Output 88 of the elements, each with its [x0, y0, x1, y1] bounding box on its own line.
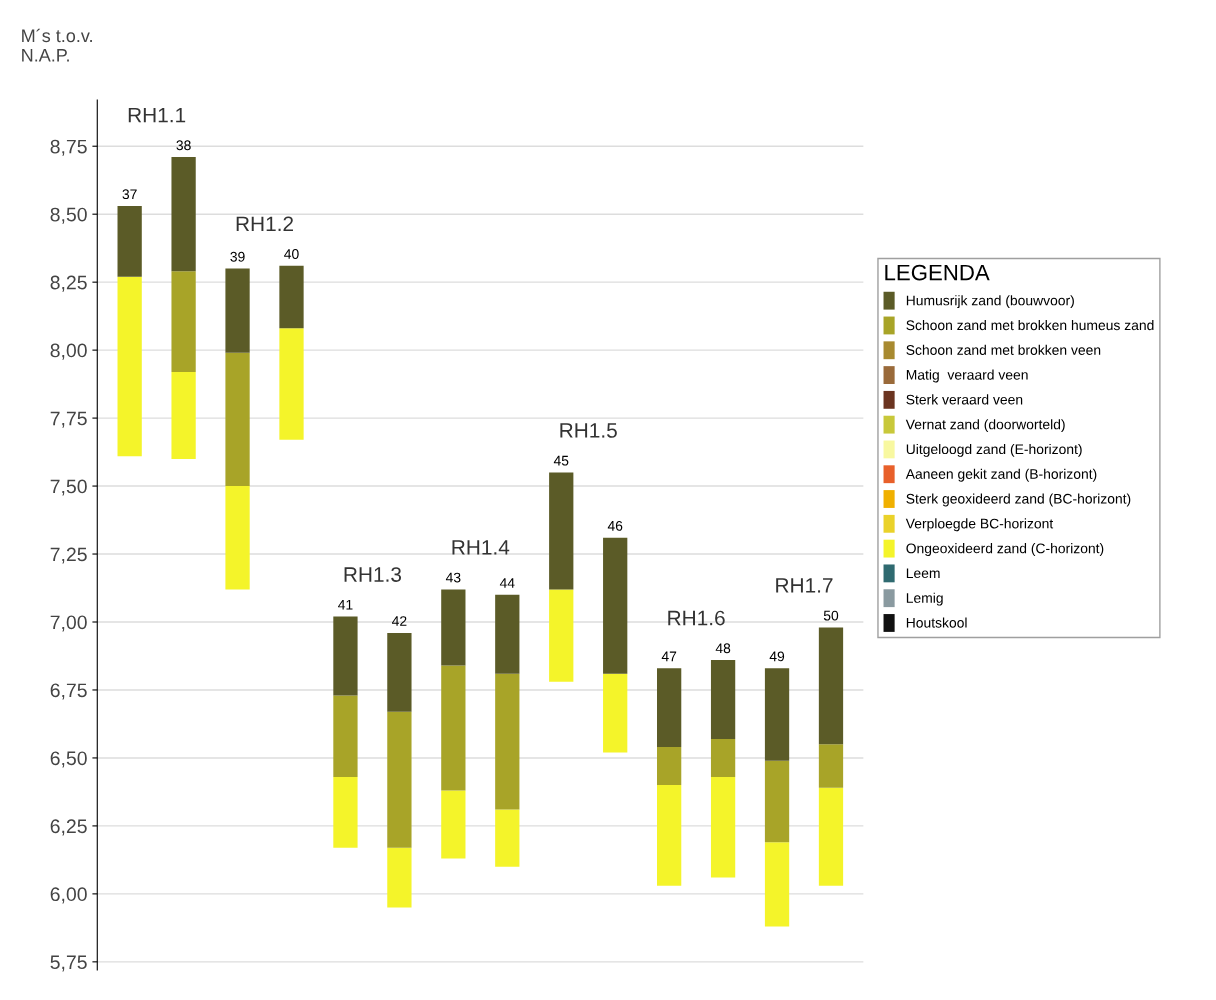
bar: [549, 472, 574, 590]
bar: [657, 785, 682, 886]
legend-label: Humusrijk zand (bouwvoor): [906, 295, 1074, 309]
x-tick-label: 39: [230, 251, 245, 262]
y-axis-title: M´s t.o.v. N.A.P.: [22, 28, 92, 62]
bar: [387, 711, 412, 848]
bar: [495, 673, 520, 810]
annotation: RH1.7: [776, 578, 833, 593]
bar: [549, 589, 574, 682]
bar: [333, 616, 358, 696]
x-tick-label: 50: [823, 610, 839, 621]
bar: [603, 537, 628, 674]
bar: [710, 776, 736, 878]
y-tick-label: 5,75: [50, 955, 87, 972]
x-tick-label: 37: [122, 189, 137, 200]
y-tick-label: 7,50: [50, 479, 87, 496]
bar: [818, 744, 844, 788]
bar: [495, 809, 520, 867]
legend-label: Lemig: [906, 592, 943, 606]
bar: [441, 790, 466, 859]
bar: [764, 668, 790, 761]
x-tick-label: 48: [715, 643, 731, 654]
annotation: RH1.3: [344, 567, 402, 582]
x-tick-label: 45: [553, 455, 569, 466]
x-tick-label: 43: [445, 572, 461, 583]
legend-label: Schoon zand met brokken veen: [906, 344, 1101, 355]
y-tick-label: 7,75: [50, 411, 87, 428]
bar: [387, 632, 412, 712]
legend-label: Uitgeloogd zand (E-horizont): [906, 443, 1082, 457]
legend-label: Schoon zand met brokken humeus zand: [906, 319, 1154, 331]
bar: [279, 328, 304, 440]
bar: [225, 352, 250, 487]
annotation: RH1.1: [128, 107, 186, 123]
bar: [387, 847, 412, 908]
y-tick-label: 6,25: [50, 819, 87, 836]
legend-label: Sterk geoxideerd zand (BC-horizont): [906, 493, 1131, 507]
legend-label: Sterk veraard veen: [906, 394, 1023, 405]
legend-label: Vernat zand (doorworteld): [905, 419, 1065, 433]
y-tick-label: 6,50: [50, 751, 87, 768]
bar: [710, 738, 736, 777]
y-tick-label: 8,50: [50, 207, 87, 224]
legend-label: Leem: [906, 568, 940, 579]
bar: [441, 665, 466, 791]
bar: [225, 486, 250, 590]
bar: [333, 695, 358, 777]
annotation: RH1.2: [236, 216, 293, 231]
x-tick-label: 47: [661, 651, 677, 662]
legend-label: Verploegde BC-horizont: [905, 518, 1054, 532]
legend-label: Matig veraard veen: [906, 369, 1028, 383]
x-tick-label: 46: [607, 520, 623, 531]
annotation: RH1.5: [560, 423, 617, 438]
y-tick-label: 7,25: [50, 547, 87, 564]
x-tick-label: 38: [176, 140, 191, 151]
legend-label: Ongeoxideerd zand (C-horizont): [906, 543, 1104, 557]
bar: [171, 371, 196, 459]
bar: [818, 627, 844, 745]
bar: [657, 668, 682, 748]
x-tick-label: 42: [391, 616, 407, 626]
annotation: RH1.6: [668, 610, 725, 626]
y-tick-label: 6,00: [50, 887, 87, 904]
bar: [603, 673, 628, 753]
x-tick-label: 41: [338, 599, 353, 610]
bar: [764, 842, 790, 927]
legend-title: LEGENDA: [885, 264, 990, 281]
bar: [117, 206, 142, 277]
x-tick-label: 44: [499, 578, 515, 588]
bar: [764, 760, 790, 843]
annotation: RH1.4: [452, 540, 510, 555]
bar: [495, 594, 520, 674]
x-tick-label: 40: [284, 249, 299, 259]
y-tick-label: 7,00: [50, 615, 87, 632]
y-tick-label: 8,25: [50, 275, 87, 292]
bar: [657, 747, 682, 786]
y-tick-label: 8,00: [50, 343, 87, 360]
legend-label: Aaneen gekit zand (B-horizont): [905, 468, 1097, 482]
bar: [117, 276, 142, 457]
bar: [171, 157, 196, 272]
x-tick-label: 49: [769, 651, 785, 662]
bar: [171, 271, 196, 372]
legend-label: Houtskool: [906, 617, 967, 628]
y-tick-label: 8,75: [50, 139, 87, 156]
bar: [710, 660, 736, 739]
bar: [225, 268, 250, 353]
bar: [279, 265, 304, 329]
bar: [333, 776, 358, 848]
y-tick-label: 6,75: [50, 683, 87, 700]
bar: [441, 589, 466, 666]
bar: [818, 787, 844, 886]
